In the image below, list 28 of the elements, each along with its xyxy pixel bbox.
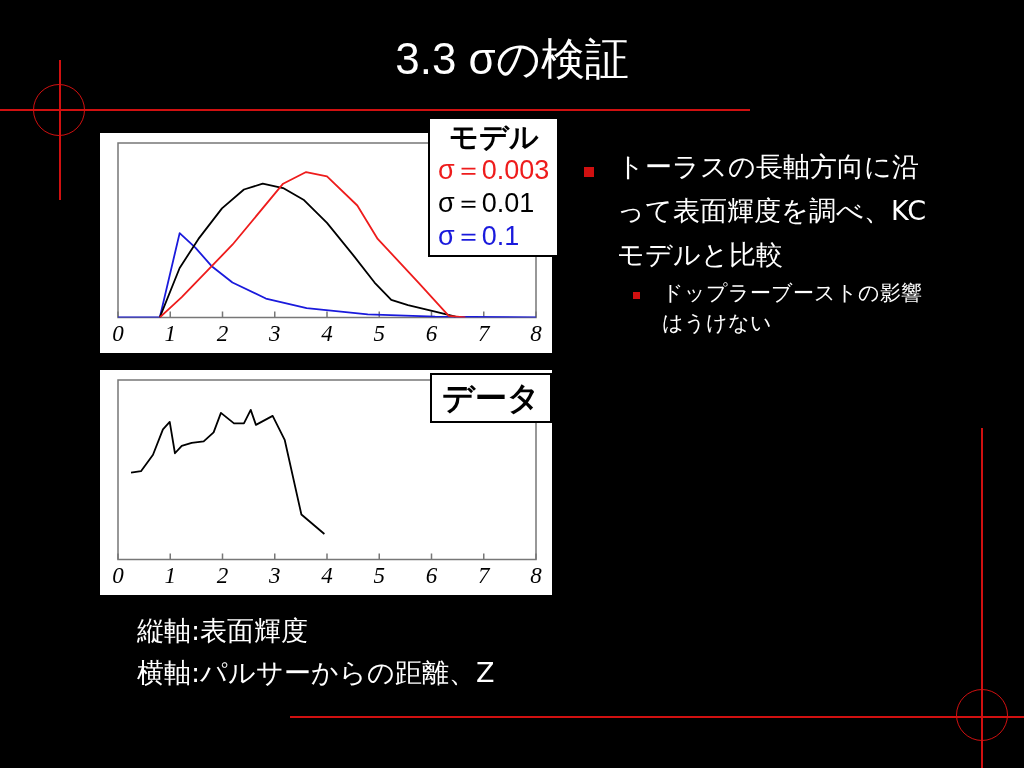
x-tick-label: 8 [530, 563, 543, 589]
x-tick-label: 4 [321, 321, 333, 347]
x-tick-label: 8 [530, 321, 543, 347]
text: σ＝0.1 [438, 220, 521, 253]
text: 縦軸:表面輝度 [137, 614, 310, 648]
x-tick-label: 2 [216, 563, 229, 589]
x-tick-label: 5 [373, 563, 385, 589]
text: 横軸:パルサーからの距離、Z [137, 656, 495, 690]
text: σ＝0.003 [438, 154, 550, 187]
chart-title: データ [430, 373, 552, 423]
x-tick-label: 1 [164, 563, 176, 589]
x-tick-label: 5 [373, 321, 385, 347]
text: ドップラーブーストの影響はうけない [662, 280, 923, 337]
legend-title: モデル [447, 121, 540, 154]
x-tick-label: 1 [164, 321, 176, 347]
text: 3.3 σの検証 [394, 33, 630, 85]
x-tick-label: 3 [268, 563, 281, 589]
x-tick-label: 6 [425, 321, 438, 347]
x-tick-label: 4 [321, 563, 333, 589]
x-tick-label: 0 [112, 563, 125, 589]
x-tick-label: 0 [112, 321, 125, 347]
x-tick-label: 7 [478, 321, 491, 347]
text: σ＝0.01 [438, 187, 536, 220]
x-tick-label: 7 [478, 563, 491, 589]
text: トーラスの長軸方向に沿って表面輝度を調べ、KCモデルと比較 [617, 150, 927, 272]
x-tick-label: 6 [425, 563, 438, 589]
x-tick-label: 3 [268, 321, 281, 347]
x-tick-label: 2 [216, 321, 229, 347]
